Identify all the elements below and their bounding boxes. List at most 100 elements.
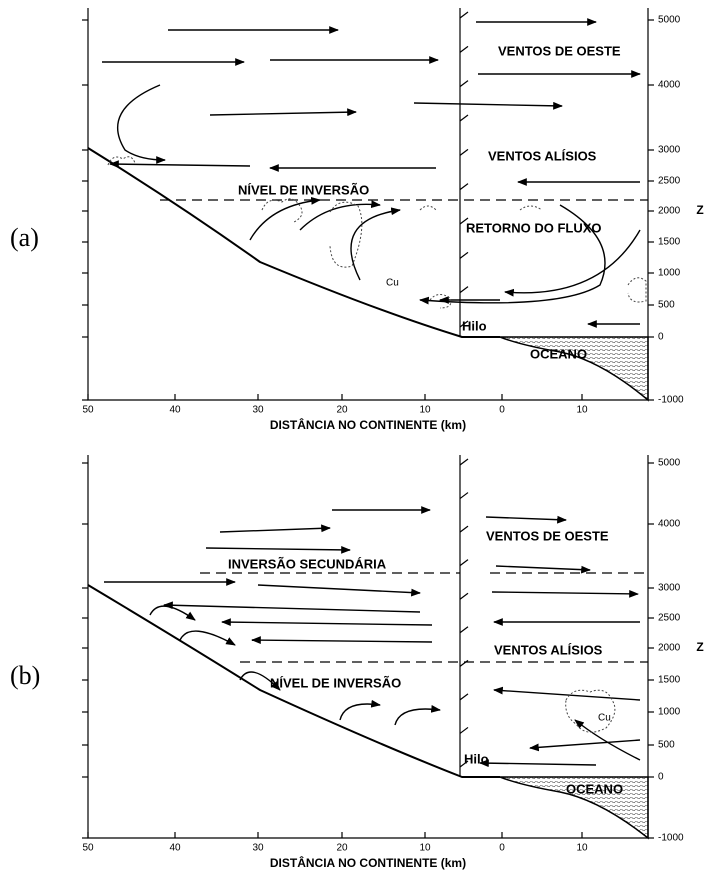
annotation: OCEANO bbox=[530, 346, 587, 361]
wind-barb bbox=[460, 660, 468, 666]
annotation: VENTOS DE OESTE bbox=[486, 528, 609, 543]
x-tick-label: 40 bbox=[169, 405, 181, 416]
x-tick-label: 50 bbox=[82, 843, 94, 854]
annotation: Cu bbox=[386, 278, 399, 289]
flow-arrow bbox=[575, 720, 640, 760]
wind-barb bbox=[460, 46, 468, 52]
annotation: RETORNO DO FLUXO bbox=[466, 220, 602, 235]
z-tick-label: 2000 bbox=[658, 643, 681, 654]
x-axis-label: DISTÂNCIA NO CONTINENTE (km) bbox=[270, 417, 466, 432]
wind-barb bbox=[460, 12, 468, 18]
annotation: OCEANO bbox=[566, 781, 623, 796]
z-tick-label: 2000 bbox=[658, 206, 681, 217]
wind-barb bbox=[460, 593, 468, 599]
annotation: Cu bbox=[598, 713, 611, 724]
flow-arrow bbox=[340, 704, 380, 720]
z-tick-label: 1000 bbox=[658, 707, 681, 718]
z-tick-label: 4000 bbox=[658, 519, 681, 530]
wind-barb bbox=[460, 526, 468, 532]
z-tick-label: 1500 bbox=[658, 675, 681, 686]
wind-arrow bbox=[206, 548, 350, 550]
wind-barb bbox=[460, 727, 468, 733]
wind-arrow bbox=[164, 605, 420, 612]
panel-label: (a) bbox=[10, 223, 39, 252]
annotation: VENTOS DE OESTE bbox=[498, 43, 621, 58]
x-tick-label: 0 bbox=[499, 405, 505, 416]
annotation: INVERSÃO SECUNDÁRIA bbox=[228, 556, 387, 571]
wind-barb bbox=[460, 252, 468, 258]
wind-arrow bbox=[210, 112, 356, 115]
z-tick-label: 1000 bbox=[658, 268, 681, 279]
x-tick-label: 50 bbox=[82, 405, 94, 416]
x-tick-label: 30 bbox=[252, 405, 264, 416]
annotation: NÍVEL DE INVERSÃO bbox=[238, 182, 369, 197]
x-tick-label: 0 bbox=[499, 843, 505, 854]
x-tick-label: 20 bbox=[336, 405, 348, 416]
z-tick-label: 3000 bbox=[658, 583, 681, 594]
cloud bbox=[520, 206, 542, 210]
flow-arrow bbox=[250, 200, 320, 240]
cloud bbox=[628, 278, 646, 302]
flow-arrow bbox=[150, 606, 195, 620]
cloud bbox=[420, 206, 436, 210]
wind-arrow bbox=[486, 517, 566, 520]
wind-arrow bbox=[492, 592, 638, 594]
figure: (a)5040302010010DISTÂNCIA NO CONTINENTE … bbox=[0, 0, 708, 872]
z-tick-label: 500 bbox=[658, 740, 675, 751]
wind-barb bbox=[460, 560, 468, 566]
x-tick-label: 40 bbox=[169, 843, 181, 854]
z-tick-label: 0 bbox=[658, 332, 664, 343]
wind-barb bbox=[460, 115, 468, 121]
annotation: VENTOS ALÍSIOS bbox=[494, 642, 603, 657]
z-tick-label: -1000 bbox=[658, 395, 684, 406]
annotation: Hilo bbox=[464, 751, 489, 766]
z-tick-label: 3000 bbox=[658, 145, 681, 156]
wind-arrow bbox=[252, 640, 432, 642]
z-axis-label: Z bbox=[696, 203, 703, 217]
cloud bbox=[330, 202, 362, 267]
annotation: VENTOS ALÍSIOS bbox=[488, 148, 597, 163]
wind-arrow bbox=[220, 528, 330, 532]
wind-barb bbox=[460, 627, 468, 633]
x-axis-label: DISTÂNCIA NO CONTINENTE (km) bbox=[270, 855, 466, 870]
flow-arrow bbox=[118, 85, 165, 160]
terrain bbox=[88, 148, 500, 337]
z-axis-label: Z bbox=[696, 640, 703, 654]
wind-arrow bbox=[222, 622, 432, 625]
z-tick-label: 0 bbox=[658, 772, 664, 783]
z-tick-label: 5000 bbox=[658, 458, 681, 469]
x-tick-label: 30 bbox=[252, 843, 264, 854]
wind-barb bbox=[460, 287, 468, 293]
z-tick-label: 5000 bbox=[658, 15, 681, 26]
z-tick-label: 2500 bbox=[658, 176, 681, 187]
x-tick-label: 10 bbox=[419, 843, 431, 854]
wind-barb bbox=[460, 694, 468, 700]
wind-arrow bbox=[496, 566, 590, 570]
annotation: Hilo bbox=[462, 318, 487, 333]
wind-barb bbox=[460, 149, 468, 155]
z-tick-label: -1000 bbox=[658, 833, 684, 844]
z-tick-label: 2500 bbox=[658, 613, 681, 624]
annotation: NÍVEL DE INVERSÃO bbox=[270, 675, 401, 690]
flow-arrow bbox=[395, 709, 440, 725]
wind-arrow bbox=[530, 740, 640, 748]
z-tick-label: 4000 bbox=[658, 80, 681, 91]
z-tick-label: 1500 bbox=[658, 237, 681, 248]
wind-barb bbox=[460, 81, 468, 87]
flow-arrow bbox=[300, 204, 380, 230]
x-tick-label: 10 bbox=[419, 405, 431, 416]
flow-arrow bbox=[180, 631, 235, 645]
wind-barb bbox=[460, 459, 468, 465]
wind-barb bbox=[460, 184, 468, 190]
wind-arrow bbox=[110, 164, 250, 166]
x-tick-label: 20 bbox=[336, 843, 348, 854]
x-tick-label: 10 bbox=[576, 405, 588, 416]
flow-arrow bbox=[505, 230, 640, 293]
z-tick-label: 500 bbox=[658, 300, 675, 311]
panel-label: (b) bbox=[10, 661, 40, 690]
wind-arrow bbox=[480, 763, 596, 765]
wind-barb bbox=[460, 493, 468, 499]
wind-arrow bbox=[414, 103, 562, 106]
